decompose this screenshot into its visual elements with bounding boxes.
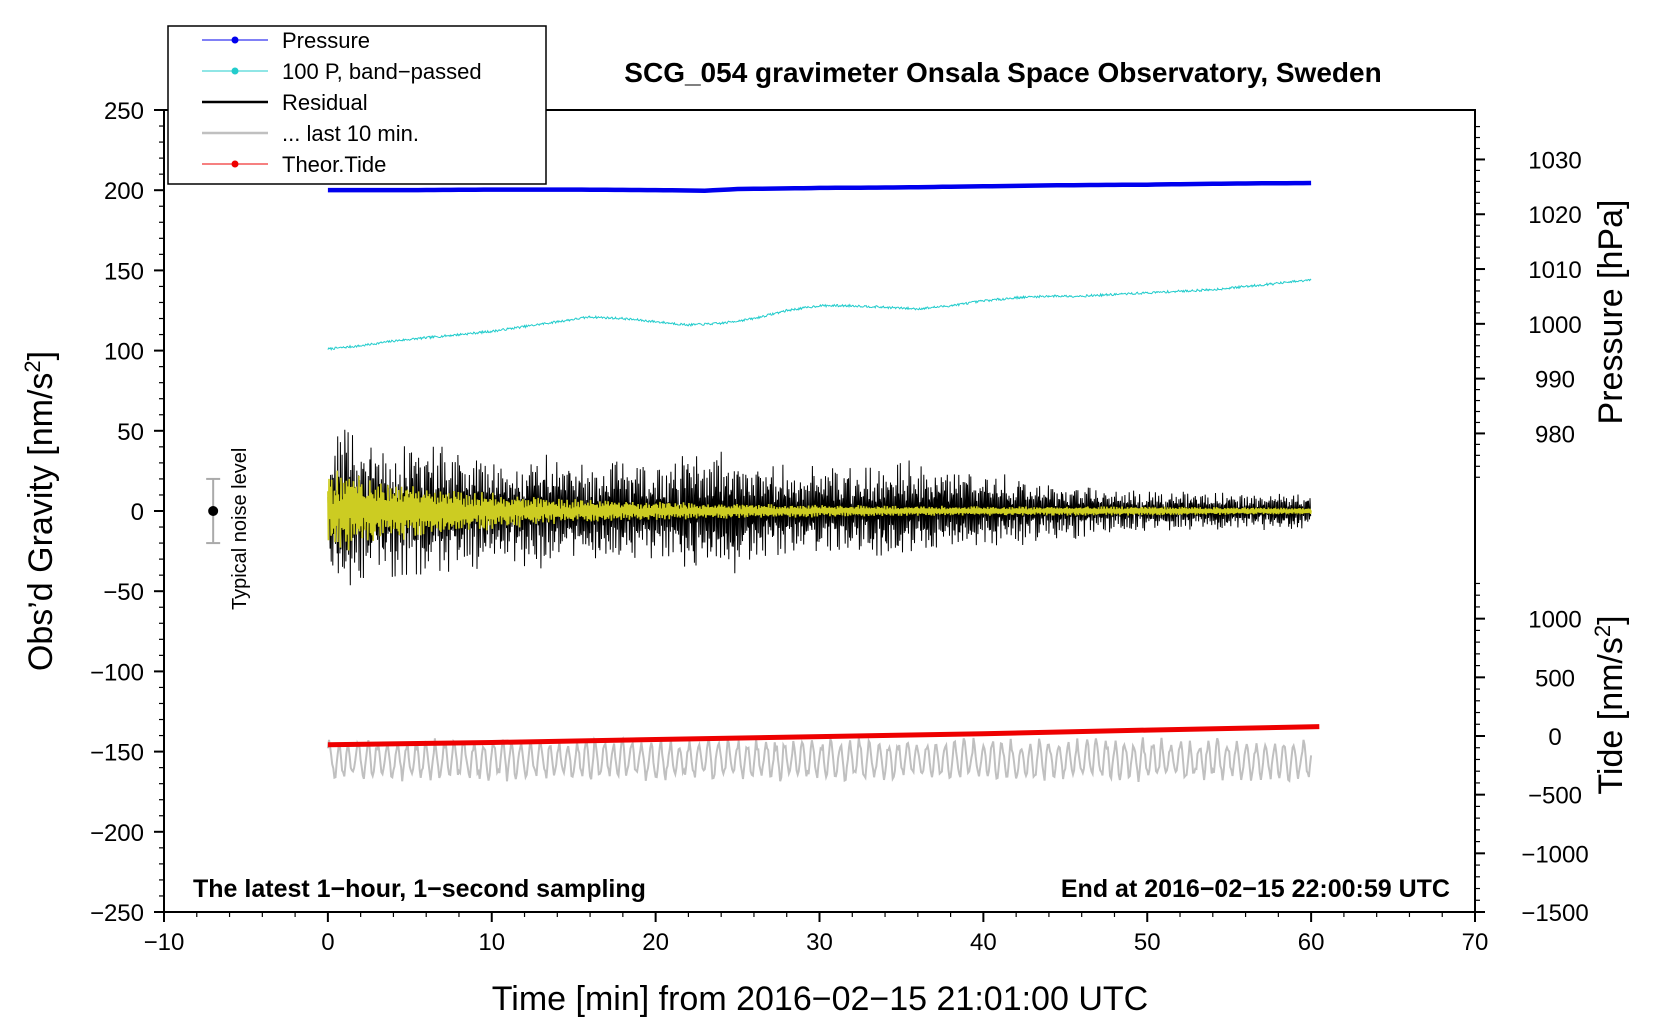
noise-label: Typical noise level bbox=[229, 448, 251, 610]
pressure-tick-label: 990 bbox=[1535, 367, 1575, 394]
y-axis-gravity: 250 200 150 100 50 0 −50 −100 −150 −200 −250 bbox=[90, 98, 164, 927]
legend-item-last10: ... last 10 min. bbox=[202, 121, 419, 146]
pressure-tick-label: 1030 bbox=[1528, 147, 1581, 174]
series-pressure-line bbox=[327, 180, 1312, 193]
tide-tick-label: −1000 bbox=[1521, 841, 1588, 868]
x-tick-label: 50 bbox=[1134, 929, 1161, 956]
x-tick-label: 10 bbox=[478, 929, 505, 956]
y-tick-label: 0 bbox=[131, 499, 144, 526]
legend-item-residual: Residual bbox=[202, 90, 368, 115]
y-tick-label: −200 bbox=[90, 820, 144, 847]
y-axis-title-gravity: Obs’d Gravity [nm/s2] bbox=[20, 351, 61, 671]
chart-title: SCG_054 gravimeter Onsala Space Observat… bbox=[624, 57, 1381, 88]
series-tide-line bbox=[327, 724, 1320, 748]
y-tick-label: −150 bbox=[90, 740, 144, 767]
y-tick-label: −250 bbox=[90, 900, 144, 927]
legend-marker-pressure bbox=[231, 36, 239, 44]
tide-tick-label: −1500 bbox=[1521, 900, 1588, 927]
tide-tick-label: 1000 bbox=[1528, 607, 1581, 634]
y-tick-label: 100 bbox=[104, 339, 144, 366]
legend-marker-bandpassed bbox=[231, 67, 239, 75]
legend-item-tide: Theor.Tide bbox=[202, 152, 386, 177]
y-axis-title-gravity-close: ] bbox=[22, 351, 60, 360]
legend-box bbox=[167, 25, 547, 185]
pressure-tick-label: 1010 bbox=[1528, 257, 1581, 284]
legend-label-residual: Residual bbox=[282, 90, 368, 115]
legend-item-bandpassed: 100 P, band−passed bbox=[202, 59, 482, 84]
y-tick-label: −50 bbox=[103, 579, 144, 606]
x-tick-label: 70 bbox=[1462, 929, 1489, 956]
pressure-tick-label: 980 bbox=[1535, 421, 1575, 448]
y-tick-label: −100 bbox=[90, 659, 144, 686]
x-tick-label: 60 bbox=[1298, 929, 1325, 956]
y-axis-title-gravity-main: Obs’d Gravity [nm/s bbox=[22, 373, 60, 672]
y-axis-title-tide-main: Tide [nm/s bbox=[1592, 637, 1630, 794]
x-tick-label: 0 bbox=[321, 929, 334, 956]
legend-label-pressure: Pressure bbox=[282, 28, 370, 53]
x-tick-label: 30 bbox=[806, 929, 833, 956]
tide-tick-label: 0 bbox=[1548, 724, 1561, 751]
legend-item-pressure: Pressure bbox=[202, 28, 370, 53]
x-tick-label: 20 bbox=[642, 929, 669, 956]
y-axis-title-tide: Tide [nm/s2] bbox=[1590, 615, 1631, 794]
x-tick-label: 40 bbox=[970, 929, 997, 956]
y-axis-title-pressure: Pressure [hPa] bbox=[1592, 200, 1630, 425]
y-tick-label: 200 bbox=[104, 178, 144, 205]
legend-label-tide: Theor.Tide bbox=[282, 152, 386, 177]
pressure-tick-label: 1000 bbox=[1528, 312, 1581, 339]
series-overlay-line bbox=[327, 470, 1312, 551]
y-tick-label: 250 bbox=[104, 98, 144, 125]
series-last10-line bbox=[326, 736, 1313, 783]
series-layer bbox=[326, 180, 1320, 783]
legend: Pressure 100 P, band−passed Residual ...… bbox=[167, 25, 547, 185]
x-axis: −10 0 10 20 30 40 50 60 70 bbox=[144, 912, 1489, 956]
y-tick-label: 150 bbox=[104, 258, 144, 285]
legend-marker-tide bbox=[231, 160, 239, 168]
series-residual-line bbox=[327, 429, 1312, 586]
noise-bar-center bbox=[208, 506, 219, 516]
annotation-sampling: The latest 1−hour, 1−second sampling bbox=[193, 875, 646, 903]
y-axis-tide: 1000 500 0 −500 −1000 −1500 bbox=[1475, 582, 1589, 927]
pressure-tick-label: 1020 bbox=[1528, 202, 1581, 229]
y-axis-title-tide-close: ] bbox=[1592, 615, 1630, 624]
y-tick-label: 50 bbox=[117, 419, 144, 446]
annotation-end-time: End at 2016−02−15 22:00:59 UTC bbox=[1061, 875, 1450, 903]
y-axis-title-tide-sup: 2 bbox=[1590, 625, 1615, 637]
legend-label-last10: ... last 10 min. bbox=[282, 121, 419, 146]
y-axis-pressure: 1030 1020 1010 1000 990 980 bbox=[1475, 125, 1582, 478]
legend-label-bandpassed: 100 P, band−passed bbox=[282, 59, 482, 84]
y-axis-title-gravity-sup: 2 bbox=[20, 360, 45, 372]
noise-bar bbox=[206, 477, 221, 545]
x-axis-title: Time [min] from 2016−02−15 21:01:00 UTC bbox=[492, 980, 1148, 1018]
series-bandpassed-line bbox=[327, 278, 1312, 351]
tide-tick-label: −500 bbox=[1528, 783, 1582, 810]
tide-tick-label: 500 bbox=[1535, 665, 1575, 692]
x-tick-label: −10 bbox=[144, 929, 185, 956]
